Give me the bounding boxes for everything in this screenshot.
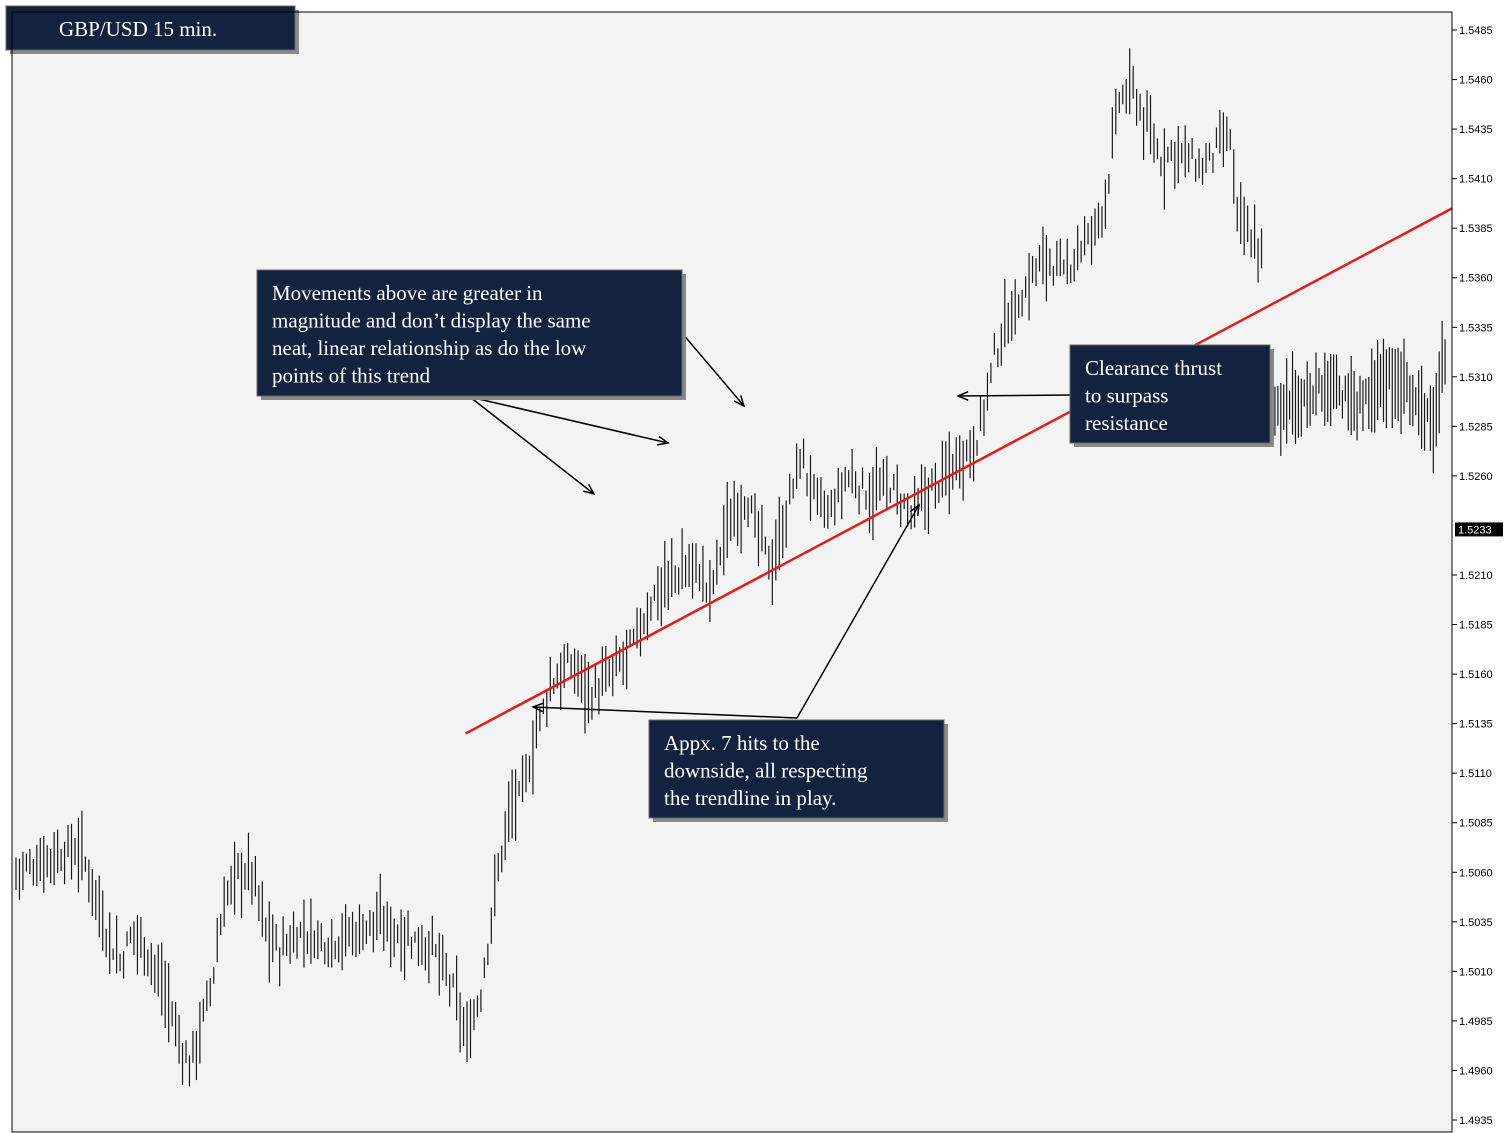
title-box-text: GBP/USD 15 min. <box>59 17 217 41</box>
y-tick-label: 1.5035 <box>1459 917 1493 929</box>
arrow-head <box>909 503 920 517</box>
y-tick-label: 1.5060 <box>1459 867 1493 879</box>
y-tick-label: 1.5085 <box>1459 818 1493 830</box>
annotation-arrow <box>796 504 920 719</box>
annotation-boxes: GBP/USD 15 min. Movements above are great… <box>5 5 1274 822</box>
arrow-head <box>956 390 969 401</box>
annotation-arrows <box>469 332 1071 719</box>
y-tick-label: 1.5385 <box>1459 223 1493 235</box>
title-box <box>5 5 296 51</box>
plot-area <box>12 12 1452 1132</box>
plot-frame <box>11 11 1453 1133</box>
annotation-arrow <box>469 396 595 495</box>
y-tick-label: 1.5210 <box>1459 570 1493 582</box>
y-tick-label: 1.5160 <box>1459 669 1493 681</box>
clearance-box <box>1069 344 1271 444</box>
y-tick-label: 1.4960 <box>1459 1065 1493 1077</box>
y-tick-label: 1.5335 <box>1459 322 1493 334</box>
y-tick-label: 1.5460 <box>1459 75 1493 87</box>
clearance-box-text: Clearance thrust <box>1085 356 1222 380</box>
y-tick-label: 1.5410 <box>1459 174 1493 186</box>
y-tick-label: 1.5435 <box>1459 124 1493 136</box>
y-tick-label: 1.5185 <box>1459 620 1493 632</box>
arrow-head <box>733 395 746 408</box>
trendline-group <box>465 207 1453 735</box>
hits-box <box>648 719 945 819</box>
y-tick-label: 1.5260 <box>1459 471 1493 483</box>
movements-box-text: Movements above are greater in <box>272 281 543 305</box>
current-price-label: 1.5233 <box>1458 524 1492 536</box>
arrow-head <box>531 702 544 713</box>
y-tick-label: 1.5485 <box>1459 25 1493 37</box>
hits-box-text: downside, all respecting <box>664 759 868 783</box>
y-tick-label: 1.4935 <box>1459 1115 1493 1127</box>
annotation-arrow <box>469 396 669 444</box>
arrow-head <box>657 435 670 446</box>
movements-box-text: magnitude and don’t display the same <box>272 309 591 333</box>
y-tick-label: 1.5135 <box>1459 719 1493 731</box>
clearance-box-text: to surpass <box>1085 384 1168 408</box>
movements-box-text: points of this trend <box>272 364 431 388</box>
y-tick-label: 1.4985 <box>1459 1016 1493 1028</box>
arrow-head <box>583 484 596 496</box>
y-tick-label: 1.5360 <box>1459 273 1493 285</box>
movements-box <box>256 269 683 397</box>
trendline <box>465 207 1453 735</box>
clearance-box-text: resistance <box>1085 411 1168 435</box>
hits-box-text: Appx. 7 hits to the <box>664 731 820 755</box>
current-price-tag <box>1455 522 1503 537</box>
annotation-arrow <box>681 332 745 407</box>
y-tick-label: 1.5110 <box>1459 768 1492 780</box>
y-tick-label: 1.5010 <box>1459 966 1493 978</box>
annotation-arrow <box>957 394 1071 397</box>
hits-box-text: the trendline in play. <box>664 786 836 810</box>
y-tick-label: 1.5310 <box>1459 372 1493 384</box>
movements-box-text: neat, linear relationship as do the low <box>272 336 587 360</box>
price-axis: 1.5485 1.5460 1.5435 1.5410 1.5385 1.5360 1.53… <box>1452 25 1503 1127</box>
y-tick-label: 1.5285 <box>1459 421 1493 433</box>
annotation-arrow <box>532 706 798 719</box>
price-bars <box>15 48 1446 1087</box>
